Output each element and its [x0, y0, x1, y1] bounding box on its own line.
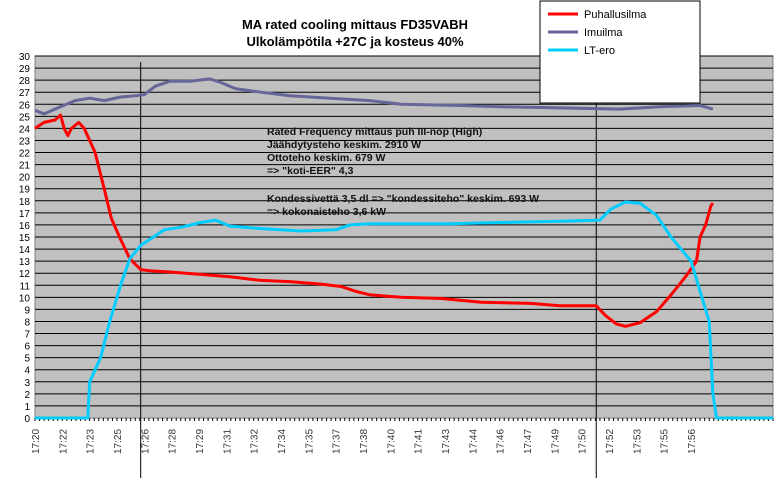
- x-tick-label: 17:47: [523, 429, 534, 454]
- legend: Puhallusilma Imuilma LT-ero: [539, 0, 701, 104]
- chart-title-line1: MA rated cooling mittaus FD35VABH: [242, 17, 468, 32]
- y-tick-label: 25: [19, 112, 31, 123]
- x-tick-label: 17:29: [195, 429, 206, 454]
- x-tick-label: 17:35: [304, 429, 315, 454]
- annotation-line: Jäähdytysteho keskim. 2910 W: [267, 139, 421, 151]
- x-tick-label: 17:22: [58, 429, 69, 454]
- y-tick-label: 23: [19, 136, 31, 147]
- y-tick-label: 29: [19, 64, 31, 75]
- series-line-imuilma: [34, 77, 714, 116]
- y-tick-label: 14: [19, 245, 31, 256]
- x-tick-label: 17:56: [687, 429, 698, 454]
- y-tick-label: 22: [19, 149, 31, 160]
- y-tick-label: 7: [24, 330, 30, 341]
- y-tick-label: 21: [19, 161, 31, 172]
- y-tick-label: 11: [20, 281, 31, 292]
- y-tick-label: 27: [19, 88, 31, 99]
- chart-title-line2: Ulkolämpötila +27C ja kosteus 40%: [246, 34, 464, 49]
- x-tick-label: 17:34: [277, 429, 288, 454]
- x-tick-label: 17:26: [140, 429, 151, 454]
- y-tick-label: 4: [24, 366, 30, 377]
- x-tick-label: 17:44: [468, 429, 479, 454]
- legend-label: Imuilma: [584, 27, 623, 39]
- x-tick-label: 17:23: [86, 429, 97, 454]
- y-tick-label: 17: [19, 209, 31, 220]
- y-tick-label: 20: [19, 173, 31, 184]
- x-tick-label: 17:43: [441, 429, 452, 454]
- annotation-line: Rated Frequency mittaus puh III-nop (Hig…: [267, 126, 482, 138]
- y-tick-label: 8: [24, 317, 30, 328]
- y-tick-label: 9: [24, 305, 30, 316]
- y-tick-label: 28: [19, 76, 31, 87]
- x-tick-label: 17:31: [222, 429, 233, 454]
- x-tick-label: 17:37: [332, 429, 343, 454]
- series-line-lt-ero: [35, 200, 773, 420]
- x-tick-label: 17:41: [414, 429, 425, 454]
- annotation-line: => "koti-EER" 4,3: [267, 165, 354, 177]
- x-tick-label: 17:50: [578, 429, 589, 454]
- y-tick-label: 10: [19, 293, 31, 304]
- y-tick-label: 26: [19, 100, 31, 111]
- x-tick-label: 17:52: [605, 429, 616, 454]
- annotation-line: Ottoteho keskim. 679 W: [267, 152, 386, 164]
- y-tick-label: 30: [19, 52, 31, 63]
- legend-label: Puhallusilma: [584, 9, 647, 21]
- y-tick-label: 5: [24, 354, 30, 365]
- annotation-line: Kondessivettä 3,5 dl => "kondessiteho" k…: [267, 193, 539, 205]
- x-tick-label: 17:20: [31, 429, 42, 454]
- y-tick-label: 3: [24, 378, 30, 389]
- legend-label: LT-ero: [584, 45, 615, 57]
- y-tick-label: 16: [19, 221, 31, 232]
- x-tick-label: 17:49: [550, 429, 561, 454]
- y-tick-label: 24: [19, 124, 31, 135]
- x-tick-label: 17:38: [359, 429, 370, 454]
- x-tick-label: 17:25: [113, 429, 124, 454]
- x-tick-label: 17:53: [632, 429, 643, 454]
- x-tick-label: 17:55: [660, 429, 671, 454]
- y-tick-label: 12: [19, 269, 31, 280]
- y-tick-label: 18: [19, 197, 31, 208]
- y-tick-label: 19: [19, 185, 31, 196]
- y-tick-label: 0: [24, 414, 30, 425]
- x-tick-label: 17:46: [496, 429, 507, 454]
- series-line-puhallusilma: [34, 113, 715, 328]
- y-tick-label: 1: [24, 402, 30, 413]
- x-tick-label: 17:32: [250, 429, 261, 454]
- annotation-line: => kokonaisteho 3,6 kW: [267, 206, 386, 218]
- y-tick-label: 6: [24, 342, 30, 353]
- x-tick-label: 17:28: [168, 429, 179, 454]
- y-tick-label: 15: [19, 233, 31, 244]
- y-tick-label: 13: [19, 257, 31, 268]
- y-tick-label: 2: [24, 390, 30, 401]
- x-tick-label: 17:40: [386, 429, 397, 454]
